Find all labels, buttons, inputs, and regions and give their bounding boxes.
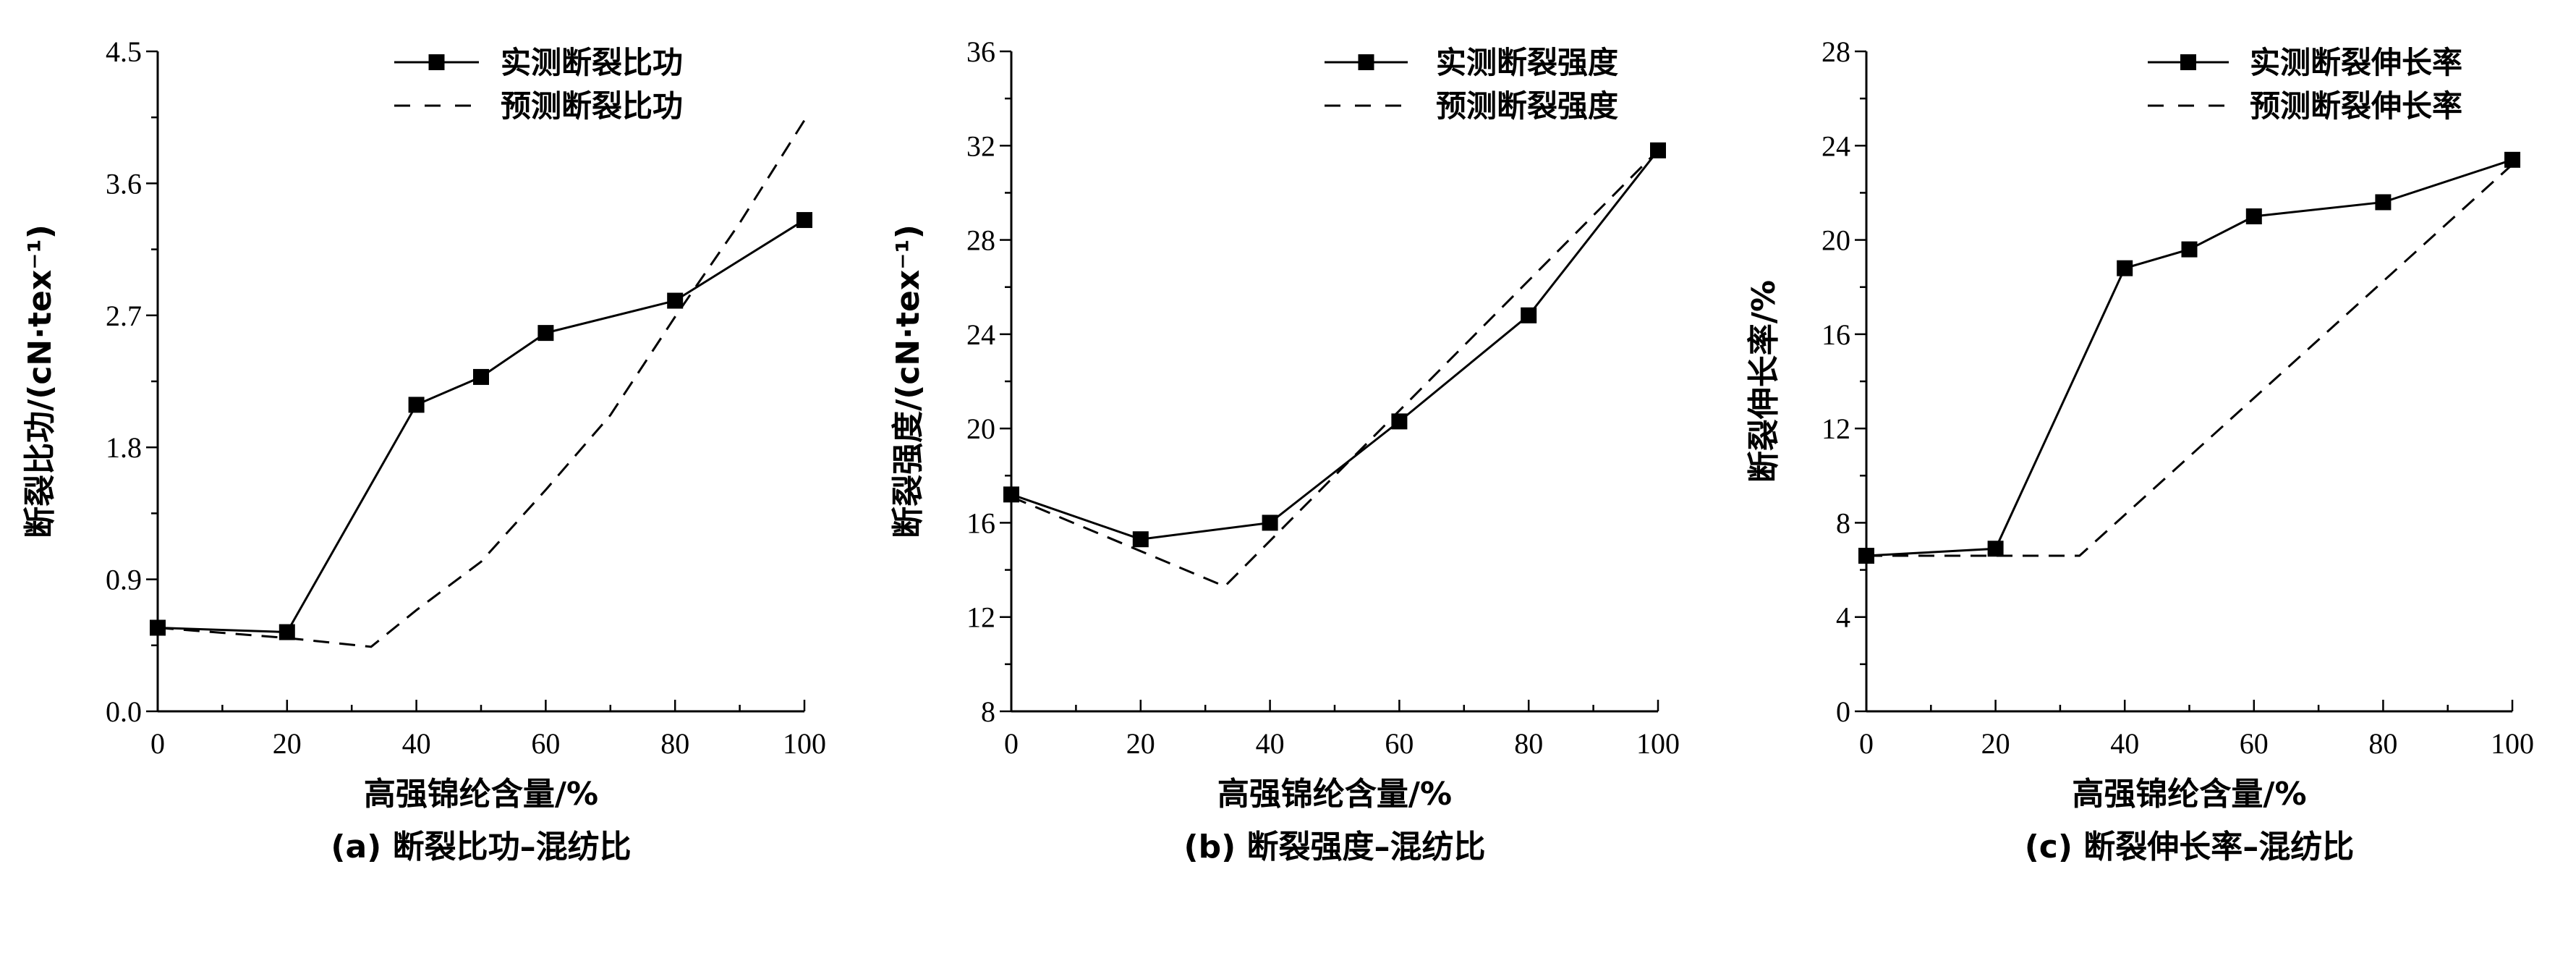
y-tick-label: 0 bbox=[1836, 695, 1850, 728]
y-tick-label: 8 bbox=[981, 695, 995, 728]
y-tick-label: 3.6 bbox=[106, 167, 142, 200]
legend-label: 预测断裂伸长率 bbox=[2250, 88, 2462, 124]
data-point-marker bbox=[2117, 260, 2133, 276]
y-tick-label: 32 bbox=[966, 130, 995, 162]
data-point-marker bbox=[1262, 514, 1278, 531]
y-tick-label: 2.7 bbox=[106, 300, 142, 332]
y-tick-label: 24 bbox=[1822, 130, 1850, 162]
y-axis-label: 断裂强度/(cN·tex⁻¹) bbox=[890, 224, 927, 538]
data-point-marker bbox=[1132, 531, 1149, 548]
x-tick-label: 40 bbox=[402, 727, 431, 760]
x-tick-label: 40 bbox=[2110, 727, 2139, 760]
predicted-series-line bbox=[1011, 149, 1659, 588]
y-tick-label: 4 bbox=[1836, 601, 1850, 634]
y-tick-label: 36 bbox=[966, 35, 995, 68]
y-tick-label: 28 bbox=[966, 224, 995, 257]
data-point-marker bbox=[667, 292, 684, 309]
data-point-marker bbox=[2375, 194, 2392, 211]
legend-label: 实测断裂强度 bbox=[1436, 45, 1618, 80]
x-tick-label: 0 bbox=[1859, 727, 1874, 760]
y-axis-label: 断裂伸长率/% bbox=[1746, 280, 1782, 483]
legend-label: 实测断裂伸长率 bbox=[2250, 45, 2462, 80]
x-axis-label: 高强锦纶含量/% bbox=[1217, 776, 1452, 813]
data-point-marker bbox=[2181, 241, 2198, 258]
data-point-marker bbox=[1391, 413, 1408, 430]
x-tick-label: 80 bbox=[1514, 727, 1543, 760]
data-point-marker bbox=[473, 368, 489, 385]
x-tick-label: 60 bbox=[531, 727, 560, 760]
legend-label: 实测断裂比功 bbox=[501, 45, 683, 80]
x-tick-label: 100 bbox=[1636, 727, 1680, 760]
data-point-marker bbox=[537, 325, 554, 342]
predicted-series-line bbox=[1866, 164, 2514, 557]
y-tick-label: 20 bbox=[1822, 224, 1850, 257]
y-tick-label: 12 bbox=[966, 601, 995, 634]
data-point-marker bbox=[796, 212, 812, 229]
data-point-marker bbox=[2504, 151, 2520, 168]
measured-series-line bbox=[1011, 149, 1659, 541]
y-axis-label: 断裂比功/(cN·tex⁻¹) bbox=[22, 224, 59, 538]
y-tick-label: 28 bbox=[1822, 35, 1850, 68]
data-point-marker bbox=[2245, 208, 2262, 224]
legend-swatch-marker bbox=[1358, 54, 1374, 70]
x-tick-label: 40 bbox=[1256, 727, 1285, 760]
measured-series-line bbox=[1866, 158, 2513, 557]
x-tick-label: 0 bbox=[150, 727, 165, 760]
data-point-marker bbox=[279, 624, 295, 640]
y-tick-label: 0.9 bbox=[106, 564, 142, 596]
x-tick-label: 20 bbox=[1126, 727, 1155, 760]
x-tick-label: 20 bbox=[1981, 727, 2010, 760]
x-tick-label: 80 bbox=[2368, 727, 2397, 760]
x-tick-label: 60 bbox=[1385, 727, 1414, 760]
measured-series-line bbox=[157, 219, 805, 634]
legend-label: 预测断裂比功 bbox=[501, 88, 683, 124]
y-tick-label: 1.8 bbox=[106, 431, 142, 464]
x-tick-label: 60 bbox=[2240, 727, 2269, 760]
chart-panel-c: 0 20 40 60 80 100 0 4 8 12 16 20 24 28 高强锦纶含量/% (c) 断裂伸… bbox=[1746, 35, 2534, 865]
legend-label: 预测断裂强度 bbox=[1436, 88, 1618, 124]
x-tick-label: 20 bbox=[273, 727, 302, 760]
chart-caption: (a) 断裂比功–混纺比 bbox=[331, 829, 631, 865]
x-tick-label: 100 bbox=[783, 727, 826, 760]
predicted-series-line bbox=[157, 119, 806, 648]
y-tick-label: 24 bbox=[966, 318, 995, 351]
legend-swatch-marker bbox=[2180, 54, 2196, 70]
chart-caption: (b) 断裂强度–混纺比 bbox=[1183, 829, 1485, 865]
x-tick-label: 0 bbox=[1004, 727, 1019, 760]
chart-panel-a: 0 20 40 60 80 100 0.0 0.9 1.8 2.7 3.6 4.5 高强锦纶含量/% (a… bbox=[22, 35, 826, 865]
data-point-marker bbox=[1987, 541, 2004, 557]
y-tick-label: 0.0 bbox=[106, 695, 142, 728]
data-point-marker bbox=[1521, 307, 1537, 323]
x-axis-label: 高强锦纶含量/% bbox=[364, 776, 598, 813]
x-tick-label: 80 bbox=[660, 727, 689, 760]
data-point-marker bbox=[408, 397, 425, 413]
y-tick-label: 12 bbox=[1822, 412, 1850, 445]
y-tick-label: 16 bbox=[1822, 318, 1850, 351]
y-tick-label: 20 bbox=[966, 412, 995, 445]
y-tick-label: 4.5 bbox=[106, 35, 142, 68]
y-tick-label: 8 bbox=[1836, 507, 1850, 539]
y-tick-label: 16 bbox=[966, 507, 995, 539]
x-axis-label: 高强锦纶含量/% bbox=[2072, 776, 2306, 813]
legend-swatch-marker bbox=[428, 54, 445, 70]
chart-panel-b: 0 20 40 60 80 100 8 12 16 20 24 28 32 36 高强锦纶含量/% (b) 断… bbox=[890, 35, 1680, 865]
x-tick-label: 100 bbox=[2491, 727, 2534, 760]
chart-caption: (c) 断裂伸长率–混纺比 bbox=[2025, 829, 2355, 865]
